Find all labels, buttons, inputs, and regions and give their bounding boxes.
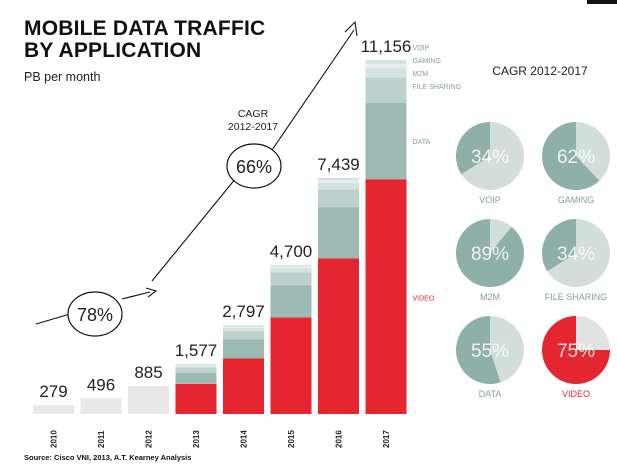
pie-value-gaming: 62% (557, 147, 595, 168)
chart-title: MOBILE DATA TRAFFIC BY APPLICATION (24, 17, 266, 62)
cagr-line-rising-2 (271, 29, 355, 151)
pie-slice-video (542, 316, 610, 384)
bar-segment-video-2013 (175, 383, 217, 414)
cagr-value-2012-2017: 66% (236, 157, 272, 177)
bar-segment-data-2017 (365, 103, 407, 180)
series-label-voip: VOIP (413, 45, 430, 52)
total-label-2012: 885 (134, 363, 162, 382)
pie-slice-voip (455, 122, 490, 175)
pie-label-gaming: GAMING (558, 195, 595, 205)
year-label-2010: 2010 (50, 430, 59, 448)
pie-value-m2m: 89% (471, 244, 509, 265)
pie-value-file-sharing: 34% (557, 244, 595, 265)
cagr-line-mid (121, 291, 151, 300)
bar-segment-m2m-2014 (223, 327, 264, 332)
bar-segment-gaming-2016 (318, 180, 359, 183)
source-note: Source: Cisco VNI, 2013, A.T. Kearney An… (24, 453, 192, 462)
cagr-caption-line-2: 2012-2017 (228, 121, 278, 133)
pie-slice-m2m (456, 219, 525, 287)
bar-segment-data-2015 (270, 285, 312, 318)
pie-label-file-sharing: FILE SHARING (545, 292, 608, 302)
cagr-circle-2010-2012 (67, 291, 123, 337)
series-label-video: VIDEO (413, 296, 435, 303)
bar-segment-gaming-2017 (365, 64, 407, 69)
series-label-m2m: M2M (413, 71, 429, 78)
bar-segment-data-2014 (223, 339, 264, 359)
bar-segment-video-2014 (223, 358, 264, 414)
bar-segment-file-sharing-2015 (270, 272, 312, 286)
bar-segment-video-2015 (270, 317, 312, 414)
chart-subtitle: PB per month (24, 70, 101, 84)
bar-segment-data-2016 (318, 207, 359, 259)
pie-slice-file-sharing (541, 219, 576, 272)
bar-2010 (33, 405, 74, 414)
year-label-2014: 2014 (240, 430, 249, 448)
cagr-line-rising-1 (151, 177, 237, 282)
series-label-data: DATA (413, 139, 431, 146)
total-label-2015: 4,700 (270, 242, 313, 261)
cagr-circle-2012-2017 (226, 143, 282, 189)
year-label-2011: 2011 (97, 430, 106, 448)
total-label-2014: 2,797 (222, 302, 265, 321)
bar-segment-data-2013 (175, 372, 217, 384)
bar-segment-gaming-2014 (223, 326, 264, 328)
year-label-2012: 2012 (145, 430, 154, 448)
title-block: MOBILE DATA TRAFFIC BY APPLICATION PB pe… (24, 17, 266, 85)
total-label-2017: 11,156 (361, 37, 412, 56)
pie-label-video: VIDEO (562, 389, 590, 399)
cagr-value-2010-2012: 78% (77, 305, 113, 325)
bar-segment-gaming-2015 (270, 266, 312, 269)
bar-segment-m2m-2015 (270, 268, 312, 273)
bar-segment-file-sharing-2013 (175, 367, 217, 373)
cagr-arrowhead-left (145, 287, 158, 298)
bar-2011 (80, 398, 122, 414)
total-label-2010: 279 (39, 382, 67, 401)
bar-segment-voip-2013 (175, 363, 217, 365)
bar-segment-m2m-2017 (365, 68, 407, 78)
bar-2012 (128, 385, 169, 414)
pie-section-title: CAGR 2012-2017 (492, 64, 588, 78)
year-label-2017: 2017 (382, 430, 391, 448)
pie-value-data: 55% (471, 341, 509, 362)
pie-slice-gaming (541, 122, 600, 190)
bar-segment-m2m-2013 (175, 365, 217, 368)
cagr-arrowhead-right (344, 20, 358, 37)
pie-value-voip: 34% (471, 147, 509, 168)
bar-segment-video-2017 (365, 179, 407, 414)
year-label-2015: 2015 (287, 430, 296, 448)
bar-segment-video-2016 (318, 258, 359, 414)
bar-segment-voip-2017 (365, 60, 407, 65)
year-label-2016: 2016 (335, 430, 344, 448)
cagr-caption-line-1: CAGR (238, 108, 269, 120)
bar-segment-m2m-2016 (318, 182, 359, 190)
year-label-2013: 2013 (192, 430, 201, 448)
pie-label-data: DATA (479, 389, 502, 399)
bar-segment-file-sharing-2017 (365, 77, 407, 104)
pie-value-video: 75% (557, 341, 595, 362)
total-label-2013: 1,577 (175, 341, 218, 360)
series-label-gaming: GAMING (413, 58, 441, 65)
series-label-file-sharing: FILE SHARING (413, 84, 462, 91)
total-label-2011: 496 (87, 375, 115, 394)
total-label-2016: 7,439 (317, 155, 360, 174)
pie-slice-data (456, 316, 501, 385)
bar-segment-voip-2015 (270, 264, 312, 267)
pie-label-m2m: M2M (480, 292, 500, 302)
bar-segment-file-sharing-2014 (223, 331, 264, 340)
bar-segment-gaming-2013 (175, 364, 217, 366)
bar-segment-voip-2016 (318, 177, 359, 181)
cagr-line-left (35, 313, 71, 325)
bar-segment-file-sharing-2016 (318, 189, 359, 208)
corner-rule (0, 0, 617, 4)
pie-label-voip: VOIP (479, 195, 501, 205)
bar-segment-voip-2014 (223, 325, 264, 327)
